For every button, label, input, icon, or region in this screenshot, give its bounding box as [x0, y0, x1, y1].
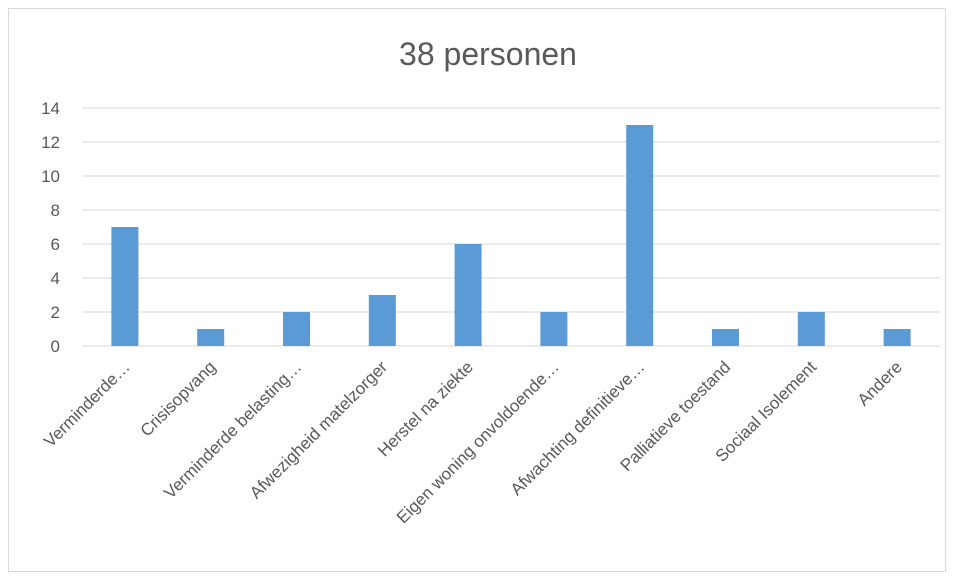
bars [111, 125, 911, 346]
y-tick-label: 2 [51, 303, 60, 322]
y-tick-label: 14 [41, 99, 60, 118]
chart-title: 38 personen [399, 36, 577, 72]
y-tick-label: 0 [51, 337, 60, 356]
y-tick-label: 12 [41, 133, 60, 152]
x-category-label: Crisisopvang [137, 357, 220, 440]
y-tick-label: 4 [51, 269, 60, 288]
y-tick-label: 10 [41, 167, 60, 186]
bar [197, 329, 225, 346]
bar [797, 312, 825, 346]
x-category-label: Andere [854, 357, 906, 409]
bar [626, 125, 654, 346]
x-category-label: Verminderde belasting… [160, 357, 305, 502]
bar [111, 227, 139, 346]
x-category-label: Verminderde… [40, 357, 134, 451]
x-category-label: Afwezigheid matelzorger [246, 357, 391, 502]
bar [540, 312, 568, 346]
bar [454, 244, 482, 346]
x-category-label: Eigen woning onvoldoende… [393, 357, 563, 527]
bar [883, 329, 911, 346]
bar [712, 329, 739, 346]
bar [283, 312, 310, 346]
gridlines [82, 107, 940, 347]
y-tick-label: 8 [51, 201, 60, 220]
bar [368, 295, 396, 346]
y-tick-label: 6 [51, 235, 60, 254]
y-axis: 0 2 4 6 8 10 12 14 [41, 99, 60, 356]
